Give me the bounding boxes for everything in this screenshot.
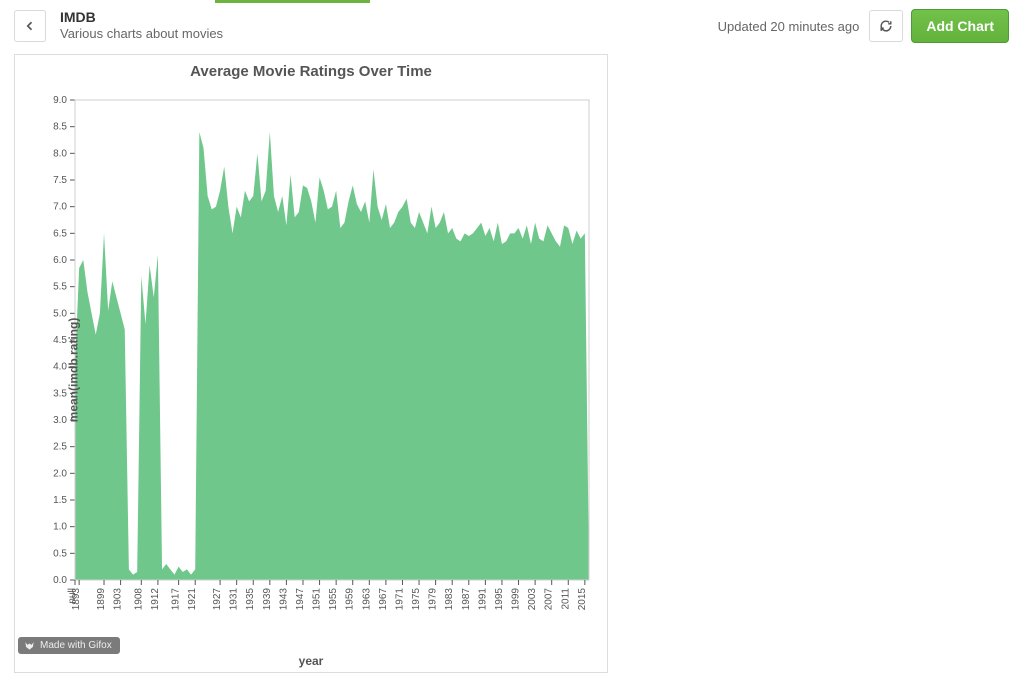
svg-text:5.5: 5.5 xyxy=(53,282,67,293)
svg-text:1959: 1959 xyxy=(345,588,356,611)
add-chart-button[interactable]: Add Chart xyxy=(911,9,1009,43)
svg-text:0.5: 0.5 xyxy=(53,548,67,559)
svg-text:7.5: 7.5 xyxy=(53,175,67,186)
y-axis-label: mean(imdb.rating) xyxy=(66,318,80,423)
svg-text:1899: 1899 xyxy=(96,588,107,611)
header-right: Updated 20 minutes ago Add Chart xyxy=(718,9,1009,43)
svg-text:7.0: 7.0 xyxy=(53,202,67,213)
svg-text:2.5: 2.5 xyxy=(53,442,67,453)
svg-text:1908: 1908 xyxy=(133,588,144,611)
refresh-icon xyxy=(879,19,893,33)
back-button[interactable] xyxy=(14,10,46,42)
svg-text:1975: 1975 xyxy=(411,588,422,611)
svg-text:9.0: 9.0 xyxy=(53,95,67,106)
svg-text:4.5: 4.5 xyxy=(53,335,67,346)
page-title: IMDB xyxy=(60,9,223,26)
svg-text:1931: 1931 xyxy=(229,588,240,611)
chart-svg: 0.0 0.5 1.0 1.5 2.0 2.5 3.0 3.5 4.0 4.5 5.0 5.5 6.0 6… xyxy=(15,80,609,640)
svg-text:1927: 1927 xyxy=(212,588,223,611)
svg-text:1971: 1971 xyxy=(394,588,405,611)
svg-text:1951: 1951 xyxy=(312,588,323,611)
gifox-text: Made with Gifox xyxy=(40,640,112,651)
header-left: IMDB Various charts about movies xyxy=(14,9,223,43)
accent-bar xyxy=(215,0,370,3)
svg-text:8.0: 8.0 xyxy=(53,148,67,159)
svg-text:1.5: 1.5 xyxy=(53,495,67,506)
svg-text:3.0: 3.0 xyxy=(53,415,67,426)
svg-text:1912: 1912 xyxy=(150,588,161,611)
svg-text:6.5: 6.5 xyxy=(53,228,67,239)
svg-text:1955: 1955 xyxy=(328,588,339,611)
svg-text:1.0: 1.0 xyxy=(53,522,67,533)
svg-text:1995: 1995 xyxy=(494,588,505,611)
svg-text:1967: 1967 xyxy=(378,588,389,611)
svg-text:1935: 1935 xyxy=(245,588,256,611)
svg-text:1963: 1963 xyxy=(361,588,372,611)
svg-text:5.0: 5.0 xyxy=(53,308,67,319)
svg-text:6.0: 6.0 xyxy=(53,255,67,266)
svg-text:1991: 1991 xyxy=(477,588,488,611)
svg-text:8.5: 8.5 xyxy=(53,122,67,133)
svg-text:0.0: 0.0 xyxy=(53,575,67,586)
page-subtitle: Various charts about movies xyxy=(60,26,223,43)
fox-icon xyxy=(24,640,35,651)
svg-text:1999: 1999 xyxy=(511,588,522,611)
svg-text:3.5: 3.5 xyxy=(53,388,67,399)
chevron-left-icon xyxy=(24,20,36,32)
svg-text:4.0: 4.0 xyxy=(53,362,67,373)
header: IMDB Various charts about movies Updated… xyxy=(0,0,1023,54)
svg-text:2007: 2007 xyxy=(544,588,555,611)
chart-card: Average Movie Ratings Over Time mean(imd… xyxy=(14,54,608,673)
svg-text:2.0: 2.0 xyxy=(53,468,67,479)
svg-text:1917: 1917 xyxy=(171,588,182,611)
svg-text:1987: 1987 xyxy=(461,588,472,611)
chart-title: Average Movie Ratings Over Time xyxy=(15,55,607,80)
svg-text:1939: 1939 xyxy=(262,588,273,611)
refresh-button[interactable] xyxy=(869,10,903,42)
gifox-badge: Made with Gifox xyxy=(18,637,120,654)
svg-text:1903: 1903 xyxy=(113,588,124,611)
chart-body: mean(imdb.rating) 0.0 0.5 1.0 1.5 2.0 2.5 3.0 3… xyxy=(15,80,607,660)
title-block: IMDB Various charts about movies xyxy=(60,9,223,43)
svg-text:2015: 2015 xyxy=(577,588,588,611)
svg-text:2011: 2011 xyxy=(560,588,571,610)
svg-text:1983: 1983 xyxy=(444,588,455,611)
svg-text:1893: 1893 xyxy=(71,588,82,611)
updated-label: Updated 20 minutes ago xyxy=(718,19,860,34)
svg-text:1947: 1947 xyxy=(295,588,306,611)
svg-text:1943: 1943 xyxy=(278,588,289,611)
svg-text:1979: 1979 xyxy=(428,588,439,611)
svg-text:1921: 1921 xyxy=(187,588,198,611)
svg-text:2003: 2003 xyxy=(527,588,538,611)
